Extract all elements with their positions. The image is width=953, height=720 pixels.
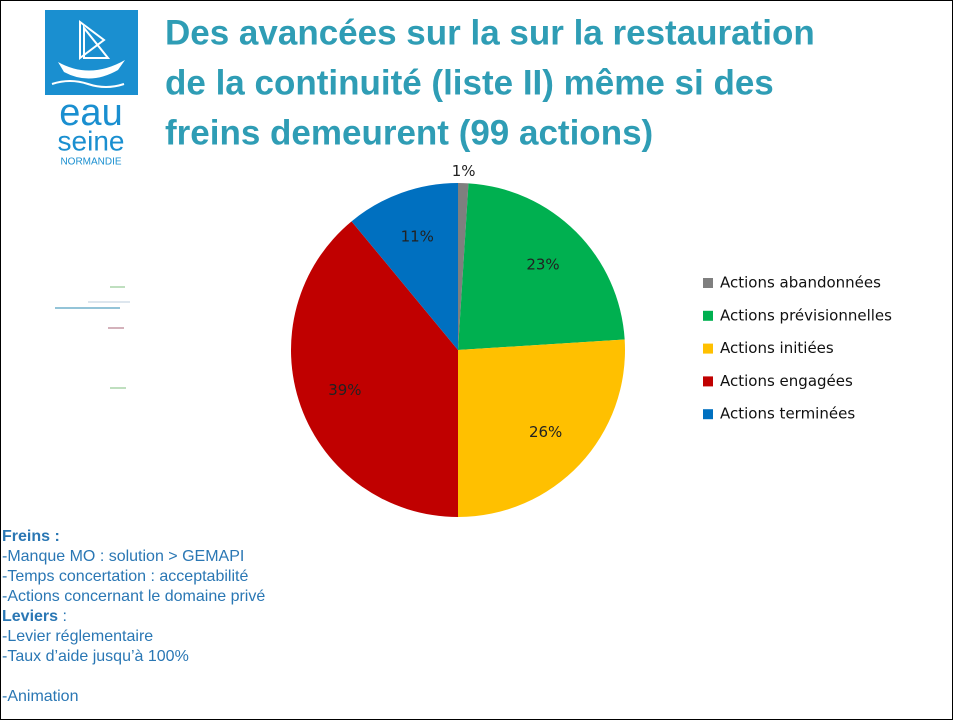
data-label: 23% [526, 255, 559, 273]
legend-swatch [703, 310, 713, 321]
title-line: Des avancées sur la sur la restauration [165, 13, 815, 52]
data-label: 39% [328, 381, 361, 399]
legend-label: Actions initiées [720, 339, 834, 357]
logo-text: eau [59, 92, 122, 134]
pie-slice [458, 183, 625, 350]
notes-item: -Actions concernant le domaine privé [2, 588, 265, 605]
legend-swatch [703, 409, 713, 420]
legend-label: Actions engagées [720, 372, 853, 390]
pie-slice [291, 221, 458, 518]
pie-slice [458, 339, 625, 517]
legend-label: Actions abandonnées [720, 274, 881, 292]
pie-slice [458, 183, 469, 350]
logo-wave [51, 80, 125, 88]
notes-heading: Leviers : [2, 608, 67, 625]
notes-item: -Levier réglementaire [2, 628, 153, 645]
logo-text: seine [58, 125, 125, 156]
legend-swatch [703, 376, 713, 387]
data-label: 26% [529, 423, 562, 441]
pie-slice [351, 183, 458, 350]
title-line: freins demeurent (99 actions) [165, 113, 653, 152]
notes-item: -Taux d’aide jusqu’à 100% [2, 648, 189, 665]
notes-heading-colon: : [58, 608, 67, 625]
legend-swatch [703, 278, 713, 288]
decor-lines [55, 286, 130, 389]
notes-item: -Temps concertation : acceptabilité [2, 568, 248, 585]
notes-item: -Manque MO : solution > GEMAPI [2, 548, 244, 565]
notes-heading: Freins : [2, 528, 60, 545]
logo-text: NORMANDIE [60, 157, 121, 168]
data-label: 1% [452, 162, 476, 180]
notes-heading-label: Leviers [2, 608, 58, 625]
legend-label: Actions prévisionnelles [720, 306, 892, 324]
title-line: de la continuité (liste II) même si des [165, 63, 774, 102]
legend-swatch [703, 343, 713, 354]
logo: eau seine NORMANDIE [45, 10, 138, 168]
logo-sail [79, 20, 111, 60]
notes-item: -Animation [2, 688, 78, 705]
data-label: 11% [401, 227, 434, 245]
logo-ship [58, 60, 125, 79]
legend-label: Actions terminées [720, 405, 855, 423]
